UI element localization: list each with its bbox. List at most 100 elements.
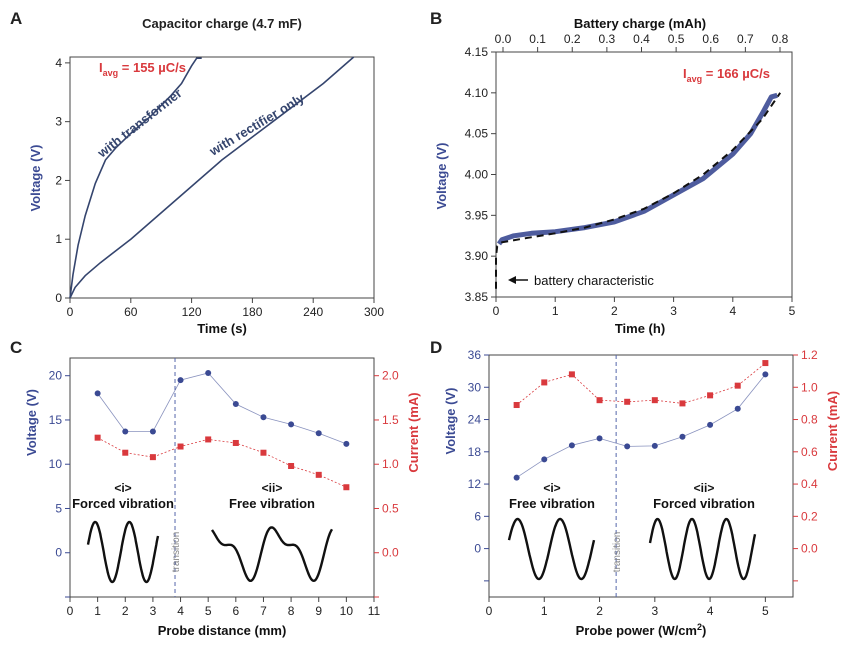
b-xtick-label-3: 3	[670, 304, 677, 318]
c-current-point-6	[260, 449, 267, 456]
c-current-point-4	[205, 436, 212, 443]
a-series-line-1	[69, 56, 355, 299]
d-current-point-1	[541, 379, 548, 386]
d-current-point-8	[734, 382, 741, 389]
d-voltage-point-8	[734, 405, 741, 412]
d-current-point-4	[624, 398, 631, 405]
b-arrow-head	[508, 276, 516, 284]
panel-C: C 0 1 2 3 4 5 6 7 8 9 10 11 0 5 10 15 20 0.0 0.5 1.0 1.5 2.0 P…	[10, 338, 421, 638]
b-x2tick-label-8: 0.8	[772, 32, 789, 46]
panel-A: A 0 60 120 180 240 300 0 1 2 3 4 Capacitor charge (…	[10, 9, 384, 336]
c-ytick-label-4: 20	[49, 369, 63, 383]
c-waveform-1	[211, 526, 334, 582]
d-y2tick-label-3: 0.6	[801, 445, 818, 459]
c-voltage-point-5	[232, 401, 239, 408]
a-annotation: Iavg = 155 µC/s	[99, 60, 186, 78]
a-ytick-label-4: 4	[55, 56, 62, 70]
d-voltage-point-2	[568, 442, 575, 449]
c-xtick-label-4: 4	[177, 604, 184, 618]
c-region-i-tag: <i>	[114, 481, 131, 495]
d-y2tick-label-6: 1.2	[801, 348, 818, 362]
b-x2tick-label-0: 0.0	[495, 32, 512, 46]
d-plot-frame	[488, 354, 794, 598]
a-ytick-label-1: 1	[55, 232, 62, 246]
d-ytick-label-0: 0	[474, 542, 481, 556]
c-region-ii-tag: <ii>	[262, 481, 283, 495]
c-current-point-1	[122, 449, 129, 456]
b-ytick-label-5: 4.10	[465, 86, 489, 100]
c-y2tick-label-2: 1.0	[382, 457, 399, 471]
a-xtick-label-2: 120	[182, 305, 202, 319]
c-voltage-point-3	[177, 377, 184, 384]
c-y2tick-label-3: 1.5	[382, 413, 399, 427]
c-xtick-label-11: 11	[368, 604, 381, 618]
c-current-point-0	[94, 434, 101, 441]
d-y2tick-label-2: 0.4	[801, 477, 818, 491]
b-x2tick-label-6: 0.6	[702, 32, 719, 46]
d-y2tick-label-1: 0.2	[801, 509, 818, 523]
c-y2tick-label-0: 0.0	[382, 546, 399, 560]
c-xtick-label-9: 9	[315, 604, 322, 618]
c-region-ii-label: Free vibration	[229, 496, 315, 511]
panel-D: D 0 1 2 3 4 50612182430360.00.20.40.60.81.01.…	[430, 338, 840, 638]
c-voltage-point-7	[288, 421, 295, 428]
d-voltage-point-7	[707, 421, 714, 428]
c-ytick-label-3: 15	[49, 413, 63, 427]
d-y2tick-label-0: 0.0	[801, 542, 818, 556]
b-ytick-label-0: 3.85	[465, 290, 489, 304]
c-y2tick-label-4: 2.0	[382, 369, 399, 383]
b-xtick-label-1: 1	[552, 304, 559, 318]
b-ytick-label-6: 4.15	[465, 45, 489, 59]
d-ytick-label-5: 30	[468, 380, 482, 394]
b-ylabel: Voltage (V)	[434, 143, 449, 210]
d-voltage-point-0	[513, 474, 520, 481]
c-xlabel: Probe distance (mm)	[158, 623, 287, 638]
b-xtick-label-5: 5	[789, 304, 796, 318]
b-ytick-label-3: 4.00	[465, 168, 489, 182]
d-region-ii-tag: <ii>	[694, 481, 715, 495]
d-current-point-6	[679, 400, 686, 407]
d-y2tick-label-4: 0.8	[801, 413, 818, 427]
a-series-label-1: with rectifier only	[206, 90, 308, 159]
c-xtick-label-0: 0	[67, 604, 74, 618]
d-ytick-label-4: 24	[468, 413, 482, 427]
a-series-label-0: with transformer	[94, 85, 185, 161]
d-y2label: Current (mA)	[825, 391, 840, 471]
a-xtick-label-5: 300	[364, 305, 384, 319]
d-ytick-label-3: 18	[468, 445, 482, 459]
b-x2tick-label-3: 0.3	[599, 32, 616, 46]
c-y2label: Current (mA)	[406, 392, 421, 472]
d-xtick-label-0: 0	[486, 604, 493, 618]
b-xtick-label-0: 0	[493, 304, 500, 318]
c-ytick-label-2: 10	[49, 457, 63, 471]
d-current-point-7	[707, 392, 714, 399]
a-ytick-label-2: 2	[55, 173, 62, 187]
d-current-line	[516, 362, 766, 406]
b-xtick-label-4: 4	[729, 304, 736, 318]
b-arrow-label: battery characteristic	[534, 273, 654, 288]
c-voltage-point-2	[149, 428, 156, 435]
b-plot-frame	[495, 51, 793, 298]
d-current-point-5	[651, 397, 658, 404]
c-voltage-point-8	[315, 430, 322, 437]
d-xtick-label-5: 5	[762, 604, 769, 618]
c-ytick-label-0: 0	[55, 546, 62, 560]
c-xtick-label-10: 10	[340, 604, 354, 618]
d-voltage-point-1	[541, 456, 548, 463]
d-voltage-point-4	[624, 443, 631, 450]
c-current-point-2	[149, 454, 156, 461]
d-voltage-point-6	[679, 433, 686, 440]
b-x2tick-label-5: 0.5	[668, 32, 685, 46]
c-plot-frame	[69, 357, 375, 598]
d-current-point-2	[568, 371, 575, 378]
d-voltage-point-3	[596, 435, 603, 442]
panel-letter-B: B	[430, 9, 442, 28]
c-transition-label: transition	[171, 532, 182, 573]
d-voltage-point-5	[651, 442, 658, 449]
a-ylabel: Voltage (V)	[28, 145, 43, 212]
c-y2tick-label-1: 0.5	[382, 501, 399, 515]
d-voltage-line	[516, 374, 766, 478]
c-voltage-point-6	[260, 414, 267, 421]
panel-letter-A: A	[10, 9, 22, 28]
